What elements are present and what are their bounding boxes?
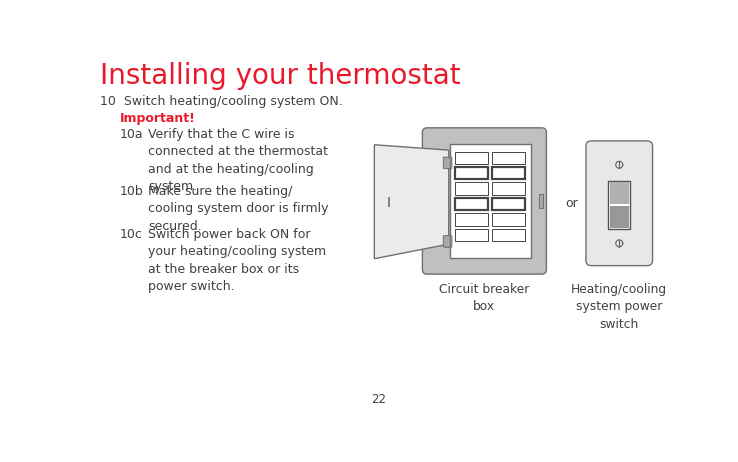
Bar — [455, 182, 488, 195]
Bar — [492, 198, 525, 210]
Text: Switch power back ON for
your heating/cooling system
at the breaker box or its
p: Switch power back ON for your heating/co… — [148, 228, 326, 293]
FancyBboxPatch shape — [608, 181, 630, 229]
Bar — [492, 167, 525, 179]
Bar — [539, 194, 542, 208]
Text: Verify that the C wire is
connected at the thermostat
and at the heating/cooling: Verify that the C wire is connected at t… — [148, 128, 328, 193]
Text: I: I — [386, 195, 390, 209]
Text: 10  Switch heating/cooling system ON.: 10 Switch heating/cooling system ON. — [100, 96, 342, 109]
Text: Installing your thermostat: Installing your thermostat — [100, 61, 461, 90]
Text: or: or — [565, 197, 578, 210]
FancyBboxPatch shape — [444, 157, 450, 169]
FancyBboxPatch shape — [444, 236, 450, 247]
Bar — [455, 213, 488, 225]
FancyBboxPatch shape — [586, 141, 652, 266]
Text: 10b: 10b — [120, 185, 144, 198]
Text: Make sure the heating/
cooling system door is firmly
secured.: Make sure the heating/ cooling system do… — [148, 185, 328, 233]
Text: Circuit breaker
box: Circuit breaker box — [439, 283, 530, 313]
Bar — [455, 198, 488, 210]
Bar — [610, 182, 629, 204]
Bar — [492, 213, 525, 225]
Bar — [492, 152, 525, 164]
FancyBboxPatch shape — [445, 157, 452, 169]
Bar — [455, 167, 488, 179]
Bar — [492, 182, 525, 195]
Bar — [610, 207, 629, 228]
Text: Important!: Important! — [120, 112, 196, 125]
Bar — [455, 229, 488, 241]
Bar — [455, 152, 488, 164]
Text: 22: 22 — [370, 393, 386, 406]
Bar — [450, 144, 531, 258]
Polygon shape — [374, 145, 449, 259]
Text: Heating/cooling
system power
switch: Heating/cooling system power switch — [571, 283, 667, 331]
FancyBboxPatch shape — [422, 128, 546, 274]
Text: 10c: 10c — [120, 228, 143, 241]
Text: 10a: 10a — [120, 128, 144, 141]
FancyBboxPatch shape — [445, 236, 452, 247]
Bar — [492, 229, 525, 241]
